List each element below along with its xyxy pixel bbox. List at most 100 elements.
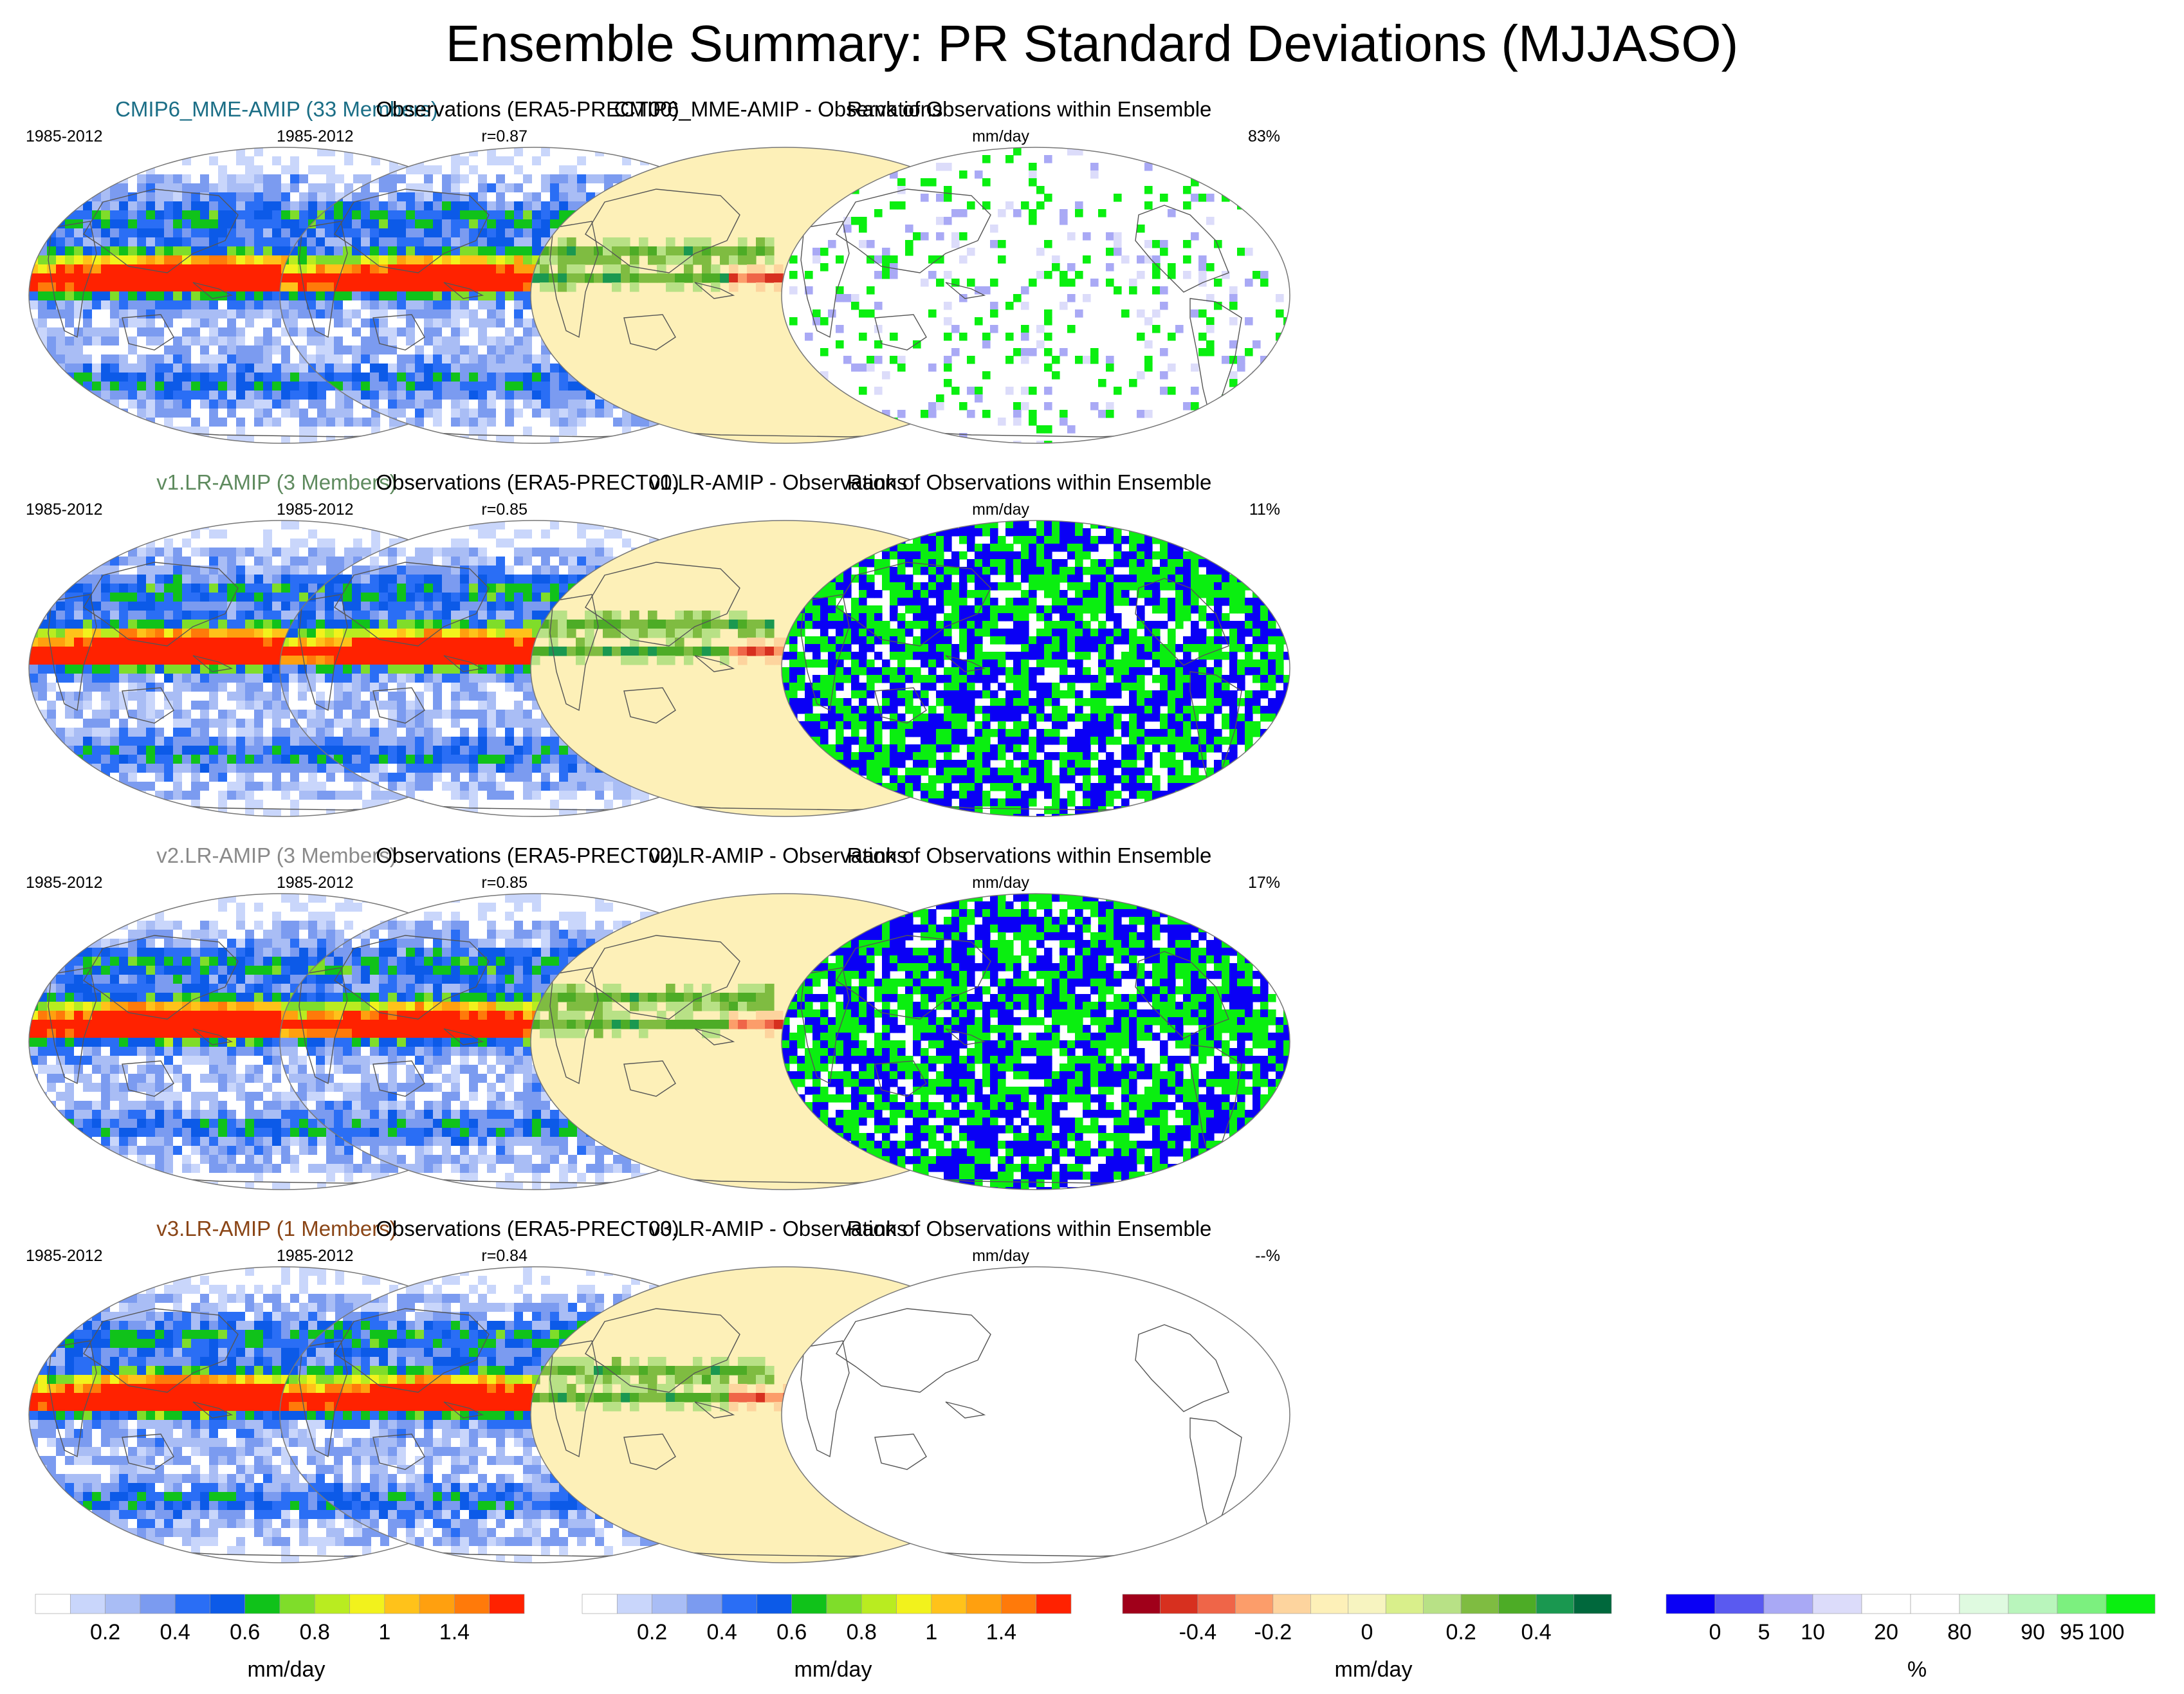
coastline [549,1340,599,1458]
colorbar-unit-label: mm/day [582,1657,1084,1682]
colorbar-swatch [1122,1594,1161,1614]
rank-percent-label: 83% [1248,127,1280,146]
panel-r2-rank-map [781,520,1290,817]
colorbar-tick-label: 10 [1801,1620,1825,1644]
colorbar-tick-label: 0.2 [1446,1620,1476,1644]
colorbar-tick-label: 0.4 [707,1620,737,1644]
rank-map-area [778,144,1293,447]
coastline [192,1401,234,1419]
coastline [372,1060,425,1097]
coastline [443,282,484,299]
colorbar-unit-label: mm/day [35,1657,537,1682]
coastline [372,314,425,351]
panel-r1-rank: Rank of Observations within Ensemble 83% [766,97,1293,457]
difference-panel-title: v1.LR-AMIP - Observations [515,470,1042,495]
coastline [836,562,991,647]
period-label: 1985-2012 [26,501,103,519]
colorbar-tick-label: 20 [1874,1620,1898,1644]
colorbar-tick-label: 0.8 [300,1620,330,1644]
map-border [781,893,1290,1190]
coastline [585,1308,740,1393]
observations-panel-title: Observations (ERA5-PRECT00) [264,843,791,869]
colorbar-swatch [896,1594,932,1614]
difference-panel-title: v2.LR-AMIP - Observations [515,843,1042,869]
colorbar-swatch [757,1594,793,1614]
colorbar-swatch [791,1594,827,1614]
colorbar-swatch [210,1594,246,1614]
coastline [585,189,740,273]
coastline [298,221,348,338]
period-label: 1985-2012 [26,127,103,146]
correlation-label: r=0.87 [481,127,528,146]
period-label: 1985-2012 [26,1247,103,1266]
colorbar-swatch [616,1594,652,1614]
coastline [1135,951,1229,1039]
colorbar-swatch [1235,1594,1274,1614]
colorbar-stddev-model: 0.2 0.4 0.6 0.8 1 1.4 mm/day [35,1594,537,1684]
panel-r4-rank-map [781,1266,1290,1563]
colorbar-swatch [861,1594,897,1614]
colorbar-tick-label: -0.2 [1254,1620,1292,1644]
panel-r3-rank: Rank of Observations within Ensemble 17% [766,843,1293,1203]
model-panel-title: v3.LR-AMIP (1 Members) [13,1216,540,1242]
coastline [192,282,234,299]
rank-panel-title: Rank of Observations within Ensemble [766,470,1293,495]
coastline [48,221,97,338]
coastline [694,1401,735,1419]
colorbar-tick-label: 1.4 [439,1620,470,1644]
correlation-label: r=0.84 [481,1247,528,1266]
colorbar-tick-label: 100 [2088,1620,2125,1644]
colorbar-swatch [1460,1594,1499,1614]
colorbar-tick-label: -0.4 [1179,1620,1217,1644]
colorbar-swatch [1001,1594,1037,1614]
panel-r2-rank: Rank of Observations within Ensemble 11% [766,470,1293,830]
correlation-label: r=0.85 [481,874,528,892]
coastline [298,967,348,1085]
coastline [836,935,991,1020]
colorbar-swatch [349,1594,385,1614]
colorbar-swatch [1160,1594,1198,1614]
colorbar-swatch [174,1594,210,1614]
colorbar-swatch [69,1594,106,1614]
colorbar-rank-svg: 0 5 10 20 80 90 95 100 [1666,1594,2156,1644]
coastline [298,594,348,712]
colorbar-tick-label: 1.4 [986,1620,1016,1644]
colorbar-swatch [686,1594,722,1614]
colorbar-swatch [1272,1594,1311,1614]
rank-percent-label: 17% [1248,874,1280,892]
colorbar-swatch [1574,1594,1612,1614]
colorbar-stddev-model-svg: 0.2 0.4 0.6 0.8 1 1.4 [35,1594,525,1644]
difference-panel-title: CMIP6_MME-AMIP - Observations [515,97,1042,122]
colorbar-swatch [1310,1594,1349,1614]
observations-panel-title: Observations (ERA5-PRECT00) [264,1216,791,1242]
coastline [83,562,239,647]
period-label: 1985-2012 [277,501,354,519]
colorbar-swatch [35,1594,71,1614]
rank-map-area [778,1264,1293,1566]
coastline [334,1308,490,1393]
colorbar-tick-label: 95 [2060,1620,2084,1644]
colorbar-tick-label: 0.6 [776,1620,807,1644]
map-border [781,1266,1290,1563]
coastline [623,1433,676,1470]
observations-panel-title: Observations (ERA5-PRECT00) [264,470,791,495]
colorbar-tick-label: 5 [1758,1620,1770,1644]
coastline [800,967,850,1085]
colorbar-tick-label: 0 [1361,1620,1373,1644]
colorbar-tick-label: 0.8 [847,1620,877,1644]
correlation-label: r=0.85 [481,501,528,519]
colorbar-swatch [1666,1594,1716,1614]
colorbar-tick-label: 0.4 [1521,1620,1551,1644]
coastline [1135,578,1229,666]
coastline [372,1433,425,1470]
colorbar-swatch [279,1594,315,1614]
colorbar-swatch [2057,1594,2107,1614]
figure-title: Ensemble Summary: PR Standard Deviations… [0,12,2184,76]
colorbar-swatch [1498,1594,1537,1614]
period-label: 1985-2012 [277,874,354,892]
colorbar-swatch [384,1594,420,1614]
colorbar-swatch [826,1594,862,1614]
colorbar-stddev-obs: 0.2 0.4 0.6 0.8 1 1.4 mm/day [582,1594,1084,1684]
coastline [192,655,234,672]
coastline [83,189,239,273]
